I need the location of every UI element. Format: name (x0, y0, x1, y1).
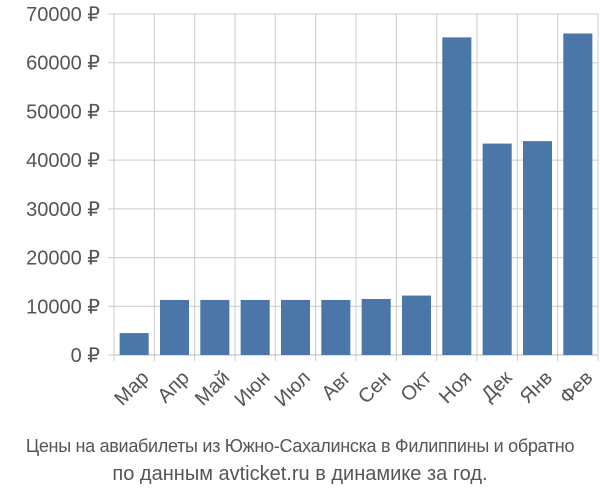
bar-6 (361, 298, 391, 355)
bar-7 (401, 295, 432, 355)
bars (119, 33, 593, 355)
y-tick-label: 70000 ₽ (26, 4, 100, 26)
y-tick-labels: 0 ₽ 10000 ₽ 20000 ₽ 30000 ₽ 40000 ₽ 50000 ₽ 60… (26, 4, 100, 367)
y-tick-label: 60000 ₽ (26, 53, 100, 75)
grid-lines (108, 13, 599, 361)
bar-2 (200, 299, 230, 355)
x-tick-label: Ноя (435, 367, 476, 408)
x-tick-label: Мар (110, 367, 153, 410)
y-tick-label: 40000 ₽ (26, 150, 100, 172)
bar-8 (442, 37, 472, 355)
bar-5 (321, 299, 351, 355)
bar-chart: 0 ₽ 10000 ₽ 20000 ₽ 30000 ₽ 40000 ₽ 50000 ₽ 60… (26, 4, 599, 411)
x-tick-label: Май (191, 367, 234, 410)
y-tick-label: 20000 ₽ (26, 248, 100, 270)
x-tick-label: Дек (477, 367, 516, 406)
x-tick-label: Июн (230, 367, 274, 411)
y-tick-label: 50000 ₽ (26, 101, 100, 123)
chart-caption-line-1: Цены на авиабилеты из Южно-Сахалинска в … (25, 436, 575, 456)
bar-1 (159, 299, 190, 355)
y-tick-label: 30000 ₽ (26, 199, 100, 221)
bar-0 (119, 333, 149, 355)
x-tick-label: Фев (556, 367, 598, 409)
x-tick-label: Сен (354, 367, 395, 408)
bar-9 (482, 143, 512, 355)
x-tick-label: Апр (153, 367, 194, 408)
bar-3 (240, 299, 270, 355)
x-tick-label: Янв (516, 367, 557, 408)
x-tick-label: Окт (397, 367, 436, 406)
chart-caption-line-2: по данным avticket.ru в динамике за год. (112, 463, 488, 485)
x-tick-label: Авг (318, 367, 356, 405)
bar-10 (522, 141, 553, 355)
y-tick-label: 10000 ₽ (26, 296, 100, 318)
x-tick-label: Июл (271, 367, 315, 411)
bar-11 (563, 33, 593, 355)
bar-4 (280, 299, 311, 355)
y-tick-label: 0 ₽ (71, 345, 101, 367)
